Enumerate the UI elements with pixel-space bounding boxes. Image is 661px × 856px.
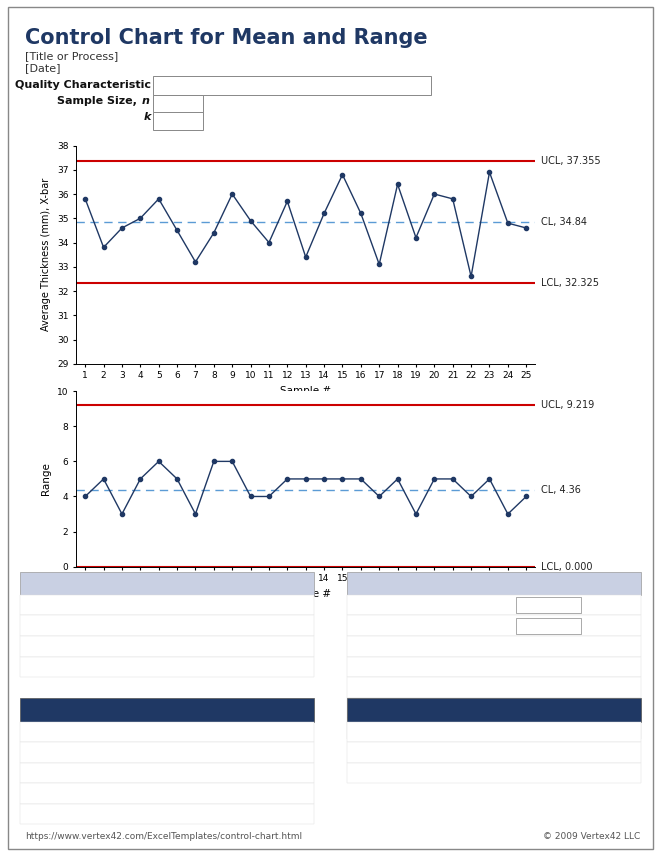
Text: UCL: UCL — [146, 747, 167, 758]
Text: Process St.Dev., σ-hat: Process St.Dev., σ-hat — [73, 641, 188, 651]
Text: [Title or Process]: [Title or Process] — [25, 51, 118, 62]
Text: X-bar: X-bar — [258, 754, 278, 760]
Text: 34.840: 34.840 — [178, 727, 215, 737]
Text: CL: CL — [481, 727, 494, 737]
Text: UCL: UCL — [473, 747, 494, 758]
Text: R-bar: R-bar — [159, 600, 188, 610]
Text: [Date]: [Date] — [25, 63, 61, 74]
Text: X-bar: X-bar — [168, 754, 186, 760]
Text: n: n — [141, 96, 149, 106]
Text: 34.840: 34.840 — [202, 621, 239, 631]
Y-axis label: Average Thickness (mm), X-bar: Average Thickness (mm), X-bar — [42, 178, 52, 331]
Text: 9.219: 9.219 — [506, 747, 535, 758]
Text: C: C — [506, 703, 513, 713]
Text: X-bar: X-bar — [188, 668, 209, 676]
Text: p: p — [514, 647, 518, 656]
Text: X-bar: X-bar — [258, 775, 278, 781]
Text: 0.918: 0.918 — [518, 662, 547, 672]
Text: 4.360: 4.360 — [506, 727, 535, 737]
Text: 40: 40 — [542, 600, 555, 610]
Text: CPU: CPU — [492, 662, 513, 672]
Text: LCL: LCL — [148, 768, 167, 778]
Text: 32.325: 32.325 — [178, 768, 215, 778]
Text: Sample Size,: Sample Size, — [57, 96, 141, 106]
Text: CL+kσ: CL+kσ — [221, 747, 259, 758]
Text: 99.21%: 99.21% — [518, 723, 557, 734]
Text: Average Thickness (mm), X-bar: Average Thickness (mm), X-bar — [157, 80, 332, 90]
Text: Process Mean, μ-hat: Process Mean, μ-hat — [82, 621, 188, 631]
Text: Quality Characteristic: Quality Characteristic — [15, 80, 151, 90]
Text: 0.838: 0.838 — [202, 662, 232, 672]
Text: LCL, 0.000: LCL, 0.000 — [541, 562, 592, 572]
Text: LCL: LCL — [475, 768, 494, 778]
Text: 0.861: 0.861 — [518, 682, 547, 693]
Text: © 2009 Vertex42 LLC: © 2009 Vertex42 LLC — [543, 831, 640, 841]
Text: Upper Spec Limit, USL: Upper Spec Limit, USL — [397, 600, 513, 610]
Text: 30: 30 — [542, 621, 555, 631]
X-axis label: Sample #: Sample # — [280, 589, 331, 599]
Y-axis label: Range: Range — [42, 462, 52, 496]
Text: R: R — [494, 734, 500, 740]
Text: 5: 5 — [175, 93, 182, 104]
X-axis label: Sample #: Sample # — [280, 386, 331, 396]
Text: C: C — [506, 641, 513, 651]
Text: Control Chart for Mean and Range: Control Chart for Mean and Range — [25, 28, 428, 48]
Text: CPL: CPL — [494, 682, 513, 693]
Text: CL, 34.84: CL, 34.84 — [541, 217, 587, 227]
Text: 370.4: 370.4 — [178, 809, 208, 819]
Text: Statistics from Data Table: Statistics from Data Table — [25, 577, 198, 590]
Text: 0.000: 0.000 — [506, 768, 535, 778]
Text: 0.889: 0.889 — [518, 641, 547, 651]
Text: R: R — [494, 775, 500, 781]
Text: CL: CL — [154, 727, 167, 737]
Text: X-bar: X-bar — [168, 734, 186, 740]
Text: 4.360: 4.360 — [202, 600, 232, 610]
Text: 1.874: 1.874 — [202, 641, 232, 651]
Text: CL−kσ: CL−kσ — [221, 768, 260, 778]
Text: CL, 4.36: CL, 4.36 — [541, 485, 581, 495]
Text: UCL, 9.219: UCL, 9.219 — [541, 400, 594, 410]
Text: R: R — [494, 754, 500, 760]
Text: Process Capability: Process Capability — [352, 577, 475, 590]
Text: Percent Yield: Percent Yield — [446, 723, 513, 734]
Text: LCL, 32.325: LCL, 32.325 — [541, 278, 599, 288]
Text: α: α — [160, 788, 167, 799]
Text: 3: 3 — [175, 110, 182, 121]
Text: σ: σ — [181, 662, 188, 672]
Text: UCL, 37.355: UCL, 37.355 — [541, 156, 601, 166]
Text: samples: samples — [221, 809, 268, 819]
Text: ARL: ARL — [147, 809, 167, 819]
Text: X-bar: X-bar — [168, 775, 186, 781]
Text: pk: pk — [514, 709, 523, 717]
Text: https://www.vertex42.com/ExcelTemplates/control-chart.html: https://www.vertex42.com/ExcelTemplates/… — [25, 831, 302, 841]
Text: 37.355: 37.355 — [178, 747, 215, 758]
Text: Lower Spec Limit, LSL: Lower Spec Limit, LSL — [399, 621, 513, 631]
Text: Control Limits for R Chart: Control Limits for R Chart — [352, 704, 523, 716]
Text: 0.861: 0.861 — [518, 703, 547, 713]
Text: Control Limits for X-bar Chart: Control Limits for X-bar Chart — [25, 704, 221, 716]
Text: k: k — [143, 112, 151, 122]
Text: 0.0027: 0.0027 — [178, 788, 215, 799]
